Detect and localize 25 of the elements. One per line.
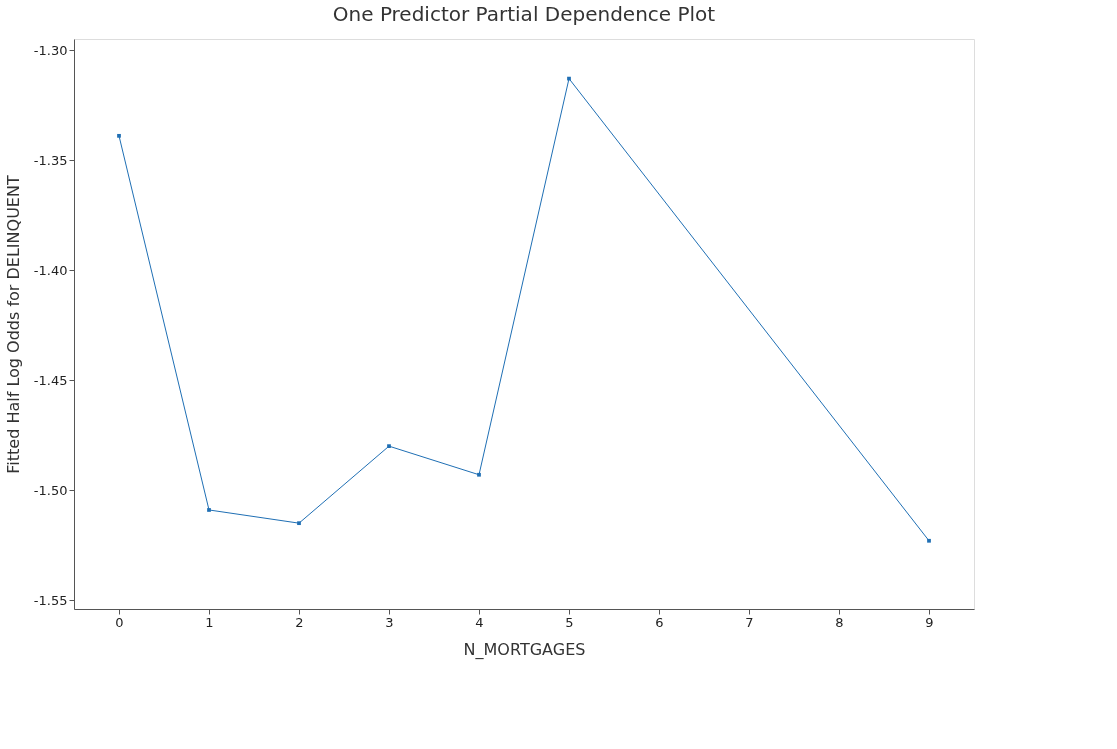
chart-title: One Predictor Partial Dependence Plot [332,2,716,26]
point [207,508,211,512]
x-tick-label: 1 [205,614,214,630]
point [477,472,481,477]
x-tick-label: 8 [835,614,844,630]
x-tick-label: 3 [385,614,394,630]
x-tick-label: 4 [475,614,484,630]
y-axis-title: Fitted Half Log Odds for DELINQUENT [3,175,23,474]
x-tick-label: 6 [655,614,664,630]
point [297,521,301,526]
y-tick-label: -1.45 [33,372,68,388]
x-tick-label: 7 [745,614,754,630]
x-tick-label: 5 [565,614,574,630]
x-tick-label: 9 [925,614,934,630]
x-axis-title: N_MORTGAGES [463,639,586,660]
point [387,444,391,449]
point [117,133,121,138]
y-tick-label: -1.30 [33,42,68,58]
y-tick-label: -1.35 [33,152,68,168]
y-tick-label: -1.55 [33,592,68,608]
x-tick-label: 0 [115,614,124,630]
y-tick-label: -1.40 [33,262,68,278]
y-tick-label: -1.50 [33,482,68,498]
point [927,538,931,543]
x-tick-label: 2 [295,614,304,630]
